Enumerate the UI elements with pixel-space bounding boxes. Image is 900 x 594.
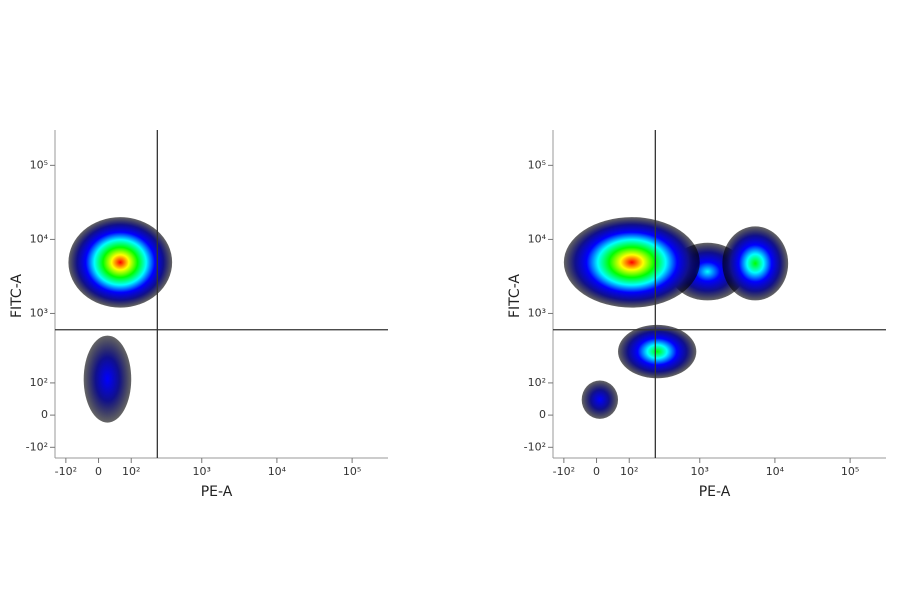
y-tick-label: 10³ [30, 306, 48, 319]
y-tick-label: -10² [524, 440, 546, 453]
population [563, 217, 700, 308]
x-tick-label: 10² [122, 465, 140, 478]
x-tick-label: 10⁴ [268, 465, 287, 478]
y-tick-label: 10⁵ [30, 158, 48, 171]
population [722, 226, 789, 301]
x-axis-title: PE-A [699, 484, 731, 500]
population [68, 217, 173, 308]
y-tick-label: 0 [41, 408, 48, 421]
x-tick-label: -10² [55, 465, 77, 478]
x-tick-label: 10² [620, 465, 638, 478]
y-tick-label: 10² [528, 376, 546, 389]
x-tick-label: 10⁵ [343, 465, 361, 478]
y-tick-label: -10² [26, 440, 48, 453]
y-tick-label: 10⁵ [528, 158, 546, 171]
x-tick-label: 0 [95, 465, 102, 478]
y-axis-title: FITC-A [9, 274, 25, 318]
x-axis-title: PE-A [201, 484, 233, 500]
x-tick-label: 10⁵ [841, 465, 859, 478]
population [581, 380, 619, 419]
y-axis-title: FITC-A [507, 274, 523, 318]
x-tick-label: 0 [593, 465, 600, 478]
population [618, 324, 697, 379]
population [83, 335, 132, 423]
x-tick-label: 10⁴ [766, 465, 785, 478]
y-tick-label: 10⁴ [528, 232, 547, 245]
plot: -10² 0 10² 10³ 10⁴ 10⁵ -10² 0 10² 10³ 10⁴ 10⁵ PE-A FI… [507, 130, 886, 500]
x-tick-label: -10² [553, 465, 575, 478]
y-tick-label: 10⁴ [30, 232, 49, 245]
y-tick-label: 0 [539, 408, 546, 421]
plot: -10² 0 10² 10³ 10⁴ 10⁵ -10² 0 10² 10³ 10⁴ 10⁵ PE-A FI… [9, 130, 388, 500]
x-tick-label: 10³ [193, 465, 211, 478]
x-tick-label: 10³ [691, 465, 709, 478]
y-tick-label: 10² [30, 376, 48, 389]
y-tick-label: 10³ [528, 306, 546, 319]
